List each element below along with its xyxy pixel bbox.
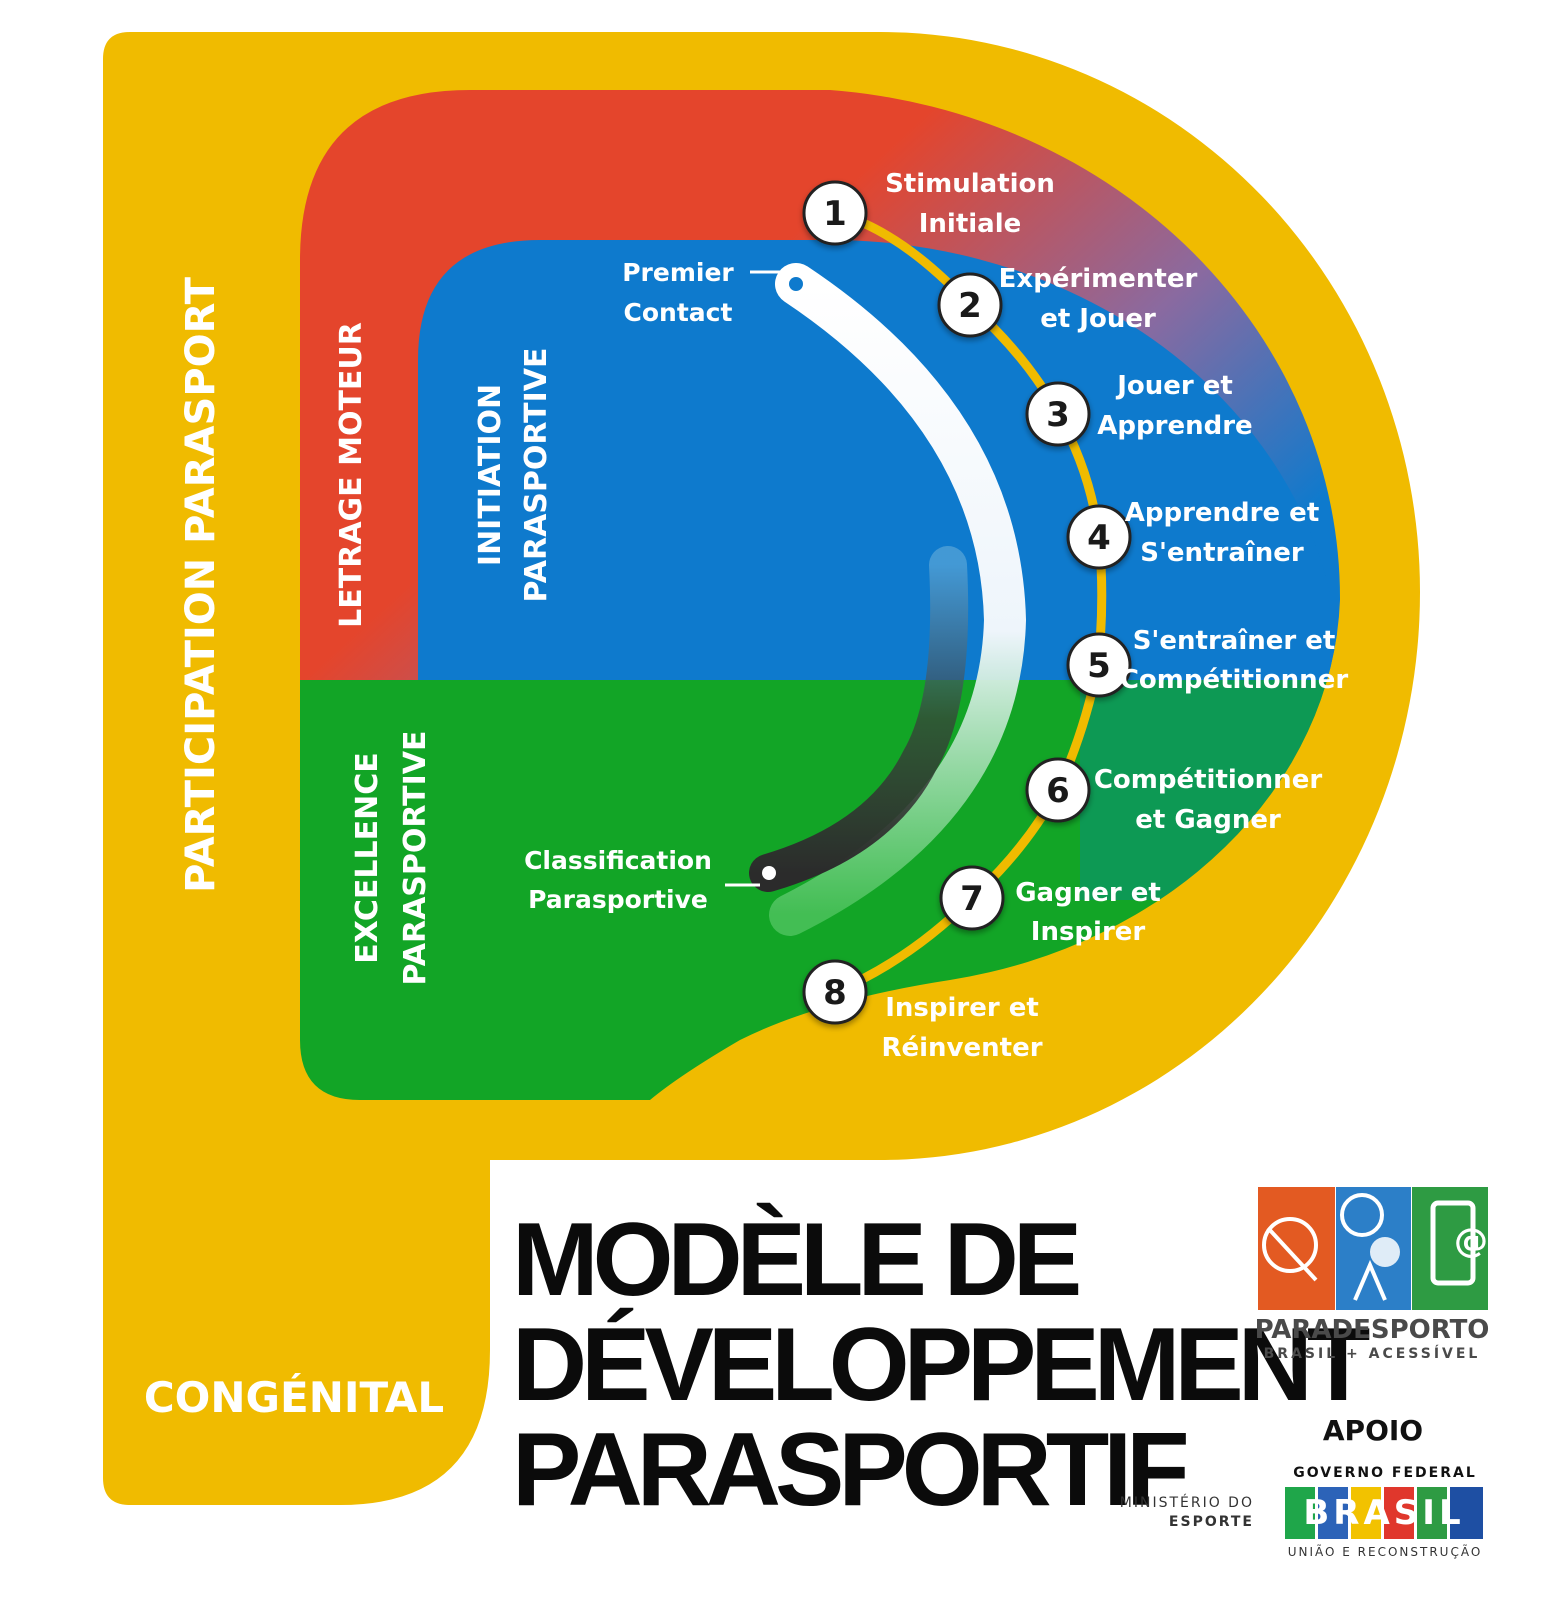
dark-progress-track	[749, 546, 969, 892]
support-label: APOIO	[1323, 1414, 1423, 1447]
step-8-circle	[802, 959, 868, 1025]
step-1: 1 Stimulation Initiale	[802, 169, 1055, 246]
track-start-dot	[789, 277, 803, 291]
step-7-circle	[939, 865, 1005, 931]
paradesporto-logo: @ PARADESPORTO BRASIL + ACESSÍVEL	[1255, 1187, 1490, 1362]
step-1-circle	[802, 180, 868, 246]
step-6-circle	[1025, 757, 1091, 823]
step-7-label-2: Inspirer	[1031, 917, 1146, 947]
step-7-number: 7	[960, 879, 984, 919]
step-8: 8 Inspirer et Réinventer	[802, 959, 1043, 1063]
step-1-label-1: Stimulation	[885, 169, 1055, 199]
red-zone-label: LETRAGE MOTEUR	[334, 322, 369, 628]
brasil-logo: BRASIL	[1285, 1487, 1483, 1539]
green-zone-label-2: PARASPORTIVE	[398, 731, 433, 986]
step-5-circle	[1066, 632, 1132, 698]
step-4-number: 4	[1087, 518, 1111, 558]
step-6-number: 6	[1046, 771, 1070, 811]
step-3-label-2: Apprendre	[1097, 411, 1252, 441]
step-5-label-1: S'entraîner et	[1133, 626, 1336, 656]
logo-tagline: BRASIL + ACESSÍVEL	[1264, 1345, 1481, 1362]
white-progress-track	[769, 263, 1027, 936]
step-8-number: 8	[823, 973, 847, 1013]
inner-zones	[300, 90, 1341, 1100]
step-4-label-2: S'entraîner	[1140, 538, 1304, 568]
step-1-label-2: Initiale	[919, 209, 1022, 239]
step-5-label-2: Compétitionner	[1120, 665, 1348, 695]
step-3-circle	[1025, 381, 1091, 447]
step-5: 5 S'entraîner et Compétitionner	[1066, 626, 1348, 698]
ministry-line-2: ESPORTE	[1169, 1514, 1254, 1530]
track-end-label-2: Parasportive	[528, 885, 708, 914]
at-symbol-icon: @	[1454, 1221, 1488, 1261]
step-3-label-1: Jouer et	[1115, 371, 1233, 401]
blue-zone-label-2: PARASPORTIVE	[519, 348, 554, 603]
step-4: 4 Apprendre et S'entraîner	[1066, 498, 1320, 570]
gov-word: BRASIL	[1303, 1493, 1464, 1533]
step-2-circle	[937, 272, 1003, 338]
step-3: 3 Jouer et Apprendre	[1025, 371, 1253, 447]
step-6-label-2: et Gagner	[1135, 805, 1281, 835]
step-2-number: 2	[958, 286, 982, 326]
step-3-number: 3	[1046, 395, 1070, 435]
step-4-label-1: Apprendre et	[1125, 498, 1320, 528]
step-5-number: 5	[1087, 646, 1111, 686]
step-6-label-1: Compétitionner	[1094, 765, 1322, 795]
step-1-number: 1	[823, 194, 847, 234]
congenital-label: CONGÉNITAL	[144, 1372, 444, 1422]
step-8-label-2: Réinventer	[881, 1033, 1042, 1063]
ministry-line-1: MINISTÉRIO DO	[1120, 1494, 1254, 1511]
track-start-label-2: Contact	[624, 298, 733, 327]
step-6: 6 Compétitionner et Gagner	[1025, 757, 1322, 835]
title-line-1: MODÈLE DE	[512, 1202, 1079, 1318]
logo-name: PARADESPORTO	[1255, 1315, 1490, 1345]
step-7: 7 Gagner et Inspirer	[939, 865, 1161, 947]
step-8-label-1: Inspirer et	[885, 993, 1039, 1023]
step-7-label-1: Gagner et	[1015, 878, 1161, 908]
title-line-2: DÉVELOPPEMENT	[512, 1307, 1370, 1423]
gov-tagline: UNIÃO E RECONSTRUÇÃO	[1288, 1544, 1483, 1559]
step-2-label-2: et Jouer	[1040, 304, 1156, 334]
step-2: 2 Expérimenter et Jouer	[937, 264, 1198, 338]
track-end-dot	[762, 866, 776, 880]
title-line-3: PARASPORTIF	[512, 1412, 1186, 1528]
step-2-label-1: Expérimenter	[999, 264, 1198, 294]
track-start-label-1: Premier	[622, 258, 734, 287]
track-end-label-1: Classification	[524, 846, 712, 875]
blue-zone-label-1: INITIATION	[473, 384, 508, 566]
gov-label: GOVERNO FEDERAL	[1293, 1465, 1477, 1481]
step-4-circle	[1066, 504, 1132, 570]
blue-zone	[418, 240, 1340, 680]
outer-label: PARTICIPATION PARASPORT	[178, 276, 224, 893]
green-zone-label-1: EXCELLENCE	[350, 752, 385, 963]
